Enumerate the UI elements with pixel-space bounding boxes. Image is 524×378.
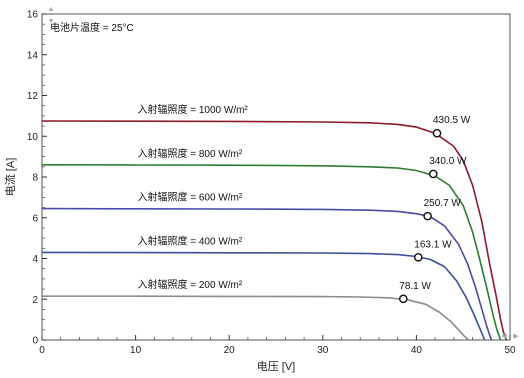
y-tick-label: 8 bbox=[32, 173, 38, 184]
series-label: 入射辐照度 = 1000 W/m² bbox=[137, 103, 248, 116]
scroll-left-icon[interactable]: ◀ bbox=[501, 333, 507, 340]
label-layer: 电池片温度 = 25°C 入射辐照度 = 1000 W/m² 430.5 W 入射辐照… bbox=[50, 21, 471, 292]
mpp-label: 78.1 W bbox=[399, 281, 431, 292]
x-axis-title: 电压 [V] bbox=[257, 360, 296, 373]
cell-temperature-note: 电池片温度 = 25°C bbox=[50, 21, 134, 34]
mpp-label: 340.0 W bbox=[429, 156, 467, 167]
plot-frame bbox=[41, 13, 511, 341]
series-line bbox=[41, 251, 486, 341]
y-tick-label: 10 bbox=[27, 132, 39, 143]
series-layer bbox=[41, 120, 508, 341]
scroll-right-icon[interactable]: ▶ bbox=[513, 333, 519, 340]
mpp-label: 250.7 W bbox=[424, 198, 462, 209]
scroll-up-icon[interactable]: ▲ bbox=[48, 6, 55, 13]
series-label: 入射辐照度 = 600 W/m² bbox=[137, 191, 242, 204]
y-tick-label: 6 bbox=[32, 213, 38, 224]
series-line bbox=[41, 164, 502, 341]
series-label: 入射辐照度 = 400 W/m² bbox=[137, 234, 242, 247]
ui-layer: ▲ ▼ ◀ ▶ bbox=[48, 6, 520, 340]
y-tick-label: 16 bbox=[27, 10, 39, 21]
y-axis-title: 电流 [A] bbox=[3, 158, 17, 197]
series-label: 入射辐照度 = 200 W/m² bbox=[137, 278, 242, 291]
series-label: 入射辐照度 = 800 W/m² bbox=[137, 147, 242, 160]
mpp-point bbox=[423, 211, 432, 221]
mpp-point bbox=[413, 252, 423, 262]
mpp-label: 430.5 W bbox=[433, 115, 471, 126]
series-line bbox=[41, 120, 508, 341]
x-tick-label: 30 bbox=[317, 345, 329, 356]
mpp-label: 163.1 W bbox=[414, 239, 452, 250]
x-tick-label: 40 bbox=[411, 345, 423, 356]
mpp-point bbox=[398, 294, 408, 304]
y-tick-label: 14 bbox=[27, 50, 39, 61]
y-tick-label: 2 bbox=[32, 295, 38, 306]
y-tick-label: 0 bbox=[32, 336, 38, 347]
x-tick-label: 20 bbox=[224, 345, 236, 356]
axes-layer: 0 10 20 30 40 50 0 2 4 6 8 10 12 14 16 电压 [V] 电流 [A] bbox=[3, 10, 516, 374]
y-tick-label: 12 bbox=[27, 91, 39, 102]
mpp-point bbox=[428, 169, 438, 179]
x-tick-label: 0 bbox=[39, 345, 45, 356]
scroll-down-icon[interactable]: ▼ bbox=[48, 18, 55, 25]
y-tick-label: 4 bbox=[32, 254, 38, 265]
mpp-point bbox=[432, 128, 442, 138]
x-tick-label: 10 bbox=[130, 345, 142, 356]
x-tick-label: 50 bbox=[504, 345, 516, 356]
